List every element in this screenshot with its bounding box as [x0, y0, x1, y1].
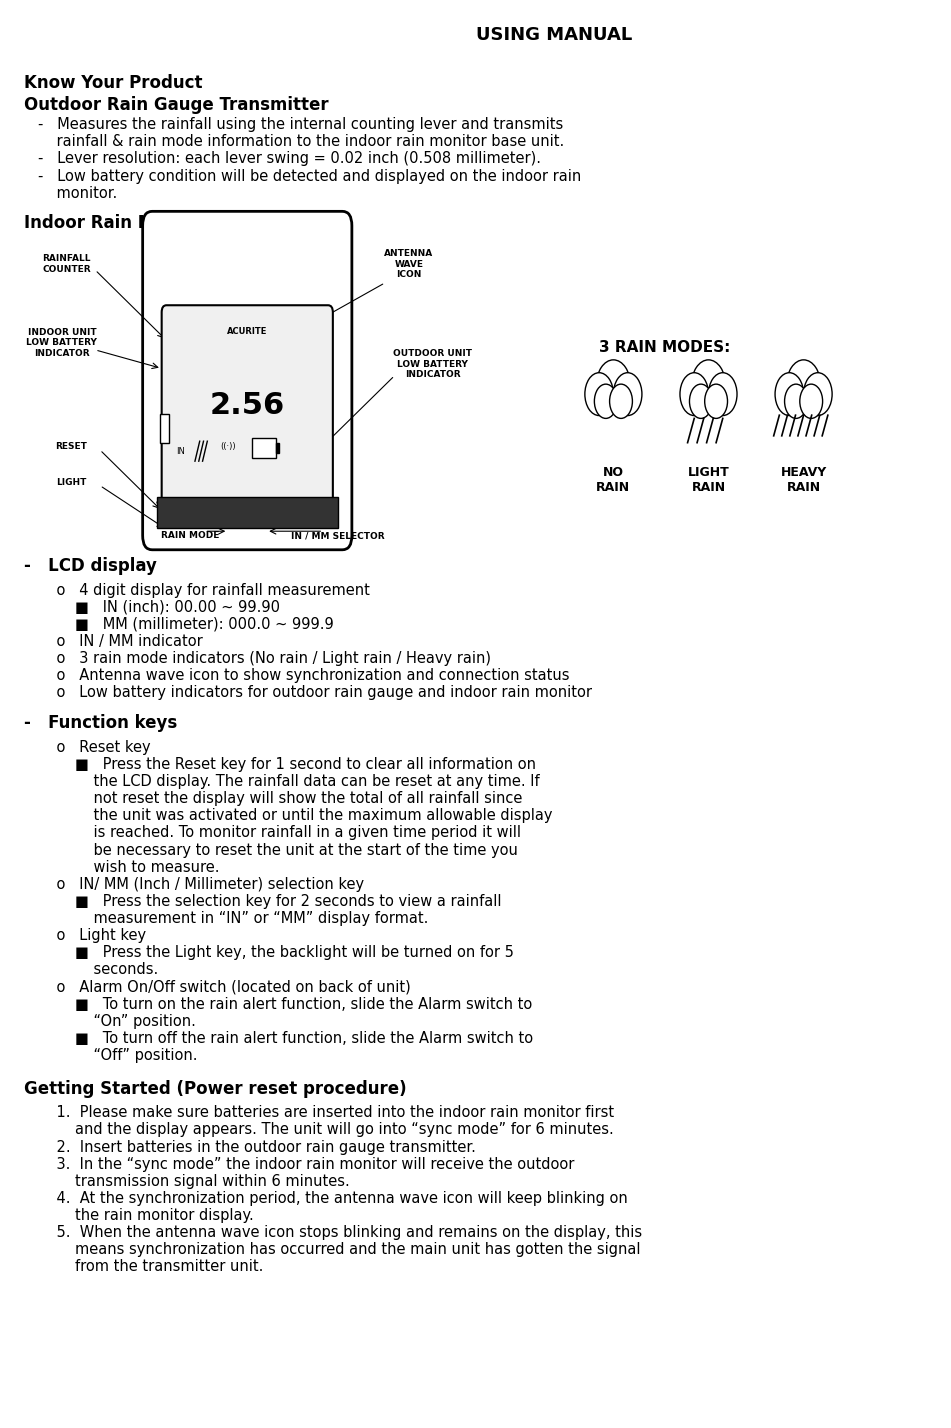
Text: -   Function keys: - Function keys	[24, 714, 177, 733]
Text: 2.56: 2.56	[209, 391, 285, 420]
Bar	[252, 438, 276, 458]
Circle shape	[594, 384, 617, 418]
Text: o   Low battery indicators for outdoor rain gauge and indoor rain monitor: o Low battery indicators for outdoor rai…	[38, 685, 592, 701]
Circle shape	[804, 373, 832, 416]
Text: 5.  When the antenna wave icon stops blinking and remains on the display, this: 5. When the antenna wave icon stops blin…	[38, 1225, 642, 1241]
Text: o   4 digit display for rainfall measurement: o 4 digit display for rainfall measureme…	[38, 583, 370, 598]
Text: o   3 rain mode indicators (No rain / Light rain / Heavy rain): o 3 rain mode indicators (No rain / Ligh…	[38, 651, 491, 667]
FancyBboxPatch shape	[162, 306, 333, 506]
Text: o   Reset key: o Reset key	[38, 740, 150, 755]
Text: -   Low battery condition will be detected and displayed on the indoor rain: - Low battery condition will be detected…	[38, 169, 581, 184]
Text: LIGHT
RAIN: LIGHT RAIN	[688, 466, 729, 494]
Text: wish to measure.: wish to measure.	[38, 860, 220, 875]
Text: ■   Press the selection key for 2 seconds to view a rainfall: ■ Press the selection key for 2 seconds …	[38, 894, 501, 910]
Text: -   Lever resolution: each lever swing = 0.02 inch (0.508 millimeter).: - Lever resolution: each lever swing = 0…	[38, 151, 541, 167]
Circle shape	[596, 360, 631, 411]
Bar	[276, 443, 279, 453]
Text: o   IN/ MM (Inch / Millimeter) selection key: o IN/ MM (Inch / Millimeter) selection k…	[38, 877, 364, 892]
Text: OUTDOOR UNIT
LOW BATTERY
INDICATOR: OUTDOOR UNIT LOW BATTERY INDICATOR	[393, 350, 473, 378]
Text: Indoor Rain Monitor: Indoor Rain Monitor	[24, 214, 211, 233]
Text: HEAVY
RAIN: HEAVY RAIN	[781, 466, 826, 494]
Text: 4.  At the synchronization period, the antenna wave icon will keep blinking on: 4. At the synchronization period, the an…	[38, 1191, 628, 1207]
FancyBboxPatch shape	[143, 211, 352, 550]
Text: 2.  Insert batteries in the outdoor rain gauge transmitter.: 2. Insert batteries in the outdoor rain …	[38, 1140, 476, 1155]
Text: the unit was activated or until the maximum allowable display: the unit was activated or until the maxi…	[38, 808, 553, 824]
Text: be necessary to reset the unit at the start of the time you: be necessary to reset the unit at the st…	[38, 843, 518, 858]
Text: ■   To turn on the rain alert function, slide the Alarm switch to: ■ To turn on the rain alert function, sl…	[38, 997, 533, 1012]
Text: -   Measures the rainfall using the internal counting lever and transmits: - Measures the rainfall using the intern…	[38, 117, 563, 133]
Text: IN / MM SELECTOR: IN / MM SELECTOR	[291, 531, 384, 540]
Text: measurement in “IN” or “MM” display format.: measurement in “IN” or “MM” display form…	[38, 911, 428, 927]
Text: “On” position.: “On” position.	[38, 1014, 196, 1030]
Text: o   Alarm On/Off switch (located on back of unit): o Alarm On/Off switch (located on back o…	[38, 980, 411, 995]
Text: ■   IN (inch): 00.00 ~ 99.90: ■ IN (inch): 00.00 ~ 99.90	[38, 600, 280, 615]
Text: transmission signal within 6 minutes.: transmission signal within 6 minutes.	[38, 1174, 350, 1190]
Text: RESET: RESET	[55, 443, 87, 451]
Text: o   IN / MM indicator: o IN / MM indicator	[38, 634, 203, 650]
Text: means synchronization has occurred and the main unit has gotten the signal: means synchronization has occurred and t…	[38, 1242, 641, 1258]
Text: 1.  Please make sure batteries are inserted into the indoor rain monitor first: 1. Please make sure batteries are insert…	[38, 1105, 614, 1121]
Text: ■   MM (millimeter): 000.0 ~ 999.9: ■ MM (millimeter): 000.0 ~ 999.9	[38, 617, 334, 633]
Text: rainfall & rain mode information to the indoor rain monitor base unit.: rainfall & rain mode information to the …	[38, 134, 564, 150]
Circle shape	[775, 373, 804, 416]
Circle shape	[800, 384, 823, 418]
Circle shape	[786, 360, 821, 411]
Text: ■   Press the Reset key for 1 second to clear all information on: ■ Press the Reset key for 1 second to cl…	[38, 757, 536, 773]
Text: o   Antenna wave icon to show synchronization and connection status: o Antenna wave icon to show synchronizat…	[38, 668, 570, 684]
Text: ■   Press the Light key, the backlight will be turned on for 5: ■ Press the Light key, the backlight wil…	[38, 945, 514, 961]
Text: ■   To turn off the rain alert function, slide the Alarm switch to: ■ To turn off the rain alert function, s…	[38, 1031, 534, 1047]
Circle shape	[785, 384, 807, 418]
Text: not reset the display will show the total of all rainfall since: not reset the display will show the tota…	[38, 791, 522, 807]
Circle shape	[708, 373, 737, 416]
Text: ((·)): ((·))	[221, 443, 236, 451]
Text: RAINFALL
COUNTER: RAINFALL COUNTER	[42, 254, 91, 274]
Text: USING MANUAL: USING MANUAL	[476, 26, 631, 44]
Text: “Off” position.: “Off” position.	[38, 1048, 198, 1064]
Circle shape	[613, 373, 642, 416]
Circle shape	[680, 373, 708, 416]
Text: ACURITE: ACURITE	[227, 327, 267, 336]
Bar	[157, 497, 338, 528]
Bar	[160, 414, 169, 443]
Text: INDOOR UNIT
LOW BATTERY
INDICATOR: INDOOR UNIT LOW BATTERY INDICATOR	[27, 328, 97, 357]
Text: and the display appears. The unit will go into “sync mode” for 6 minutes.: and the display appears. The unit will g…	[38, 1122, 613, 1138]
Text: the rain monitor display.: the rain monitor display.	[38, 1208, 254, 1224]
Text: Know Your Product: Know Your Product	[24, 74, 203, 93]
Circle shape	[705, 384, 728, 418]
Text: is reached. To monitor rainfall in a given time period it will: is reached. To monitor rainfall in a giv…	[38, 825, 521, 841]
Text: the LCD display. The rainfall data can be reset at any time. If: the LCD display. The rainfall data can b…	[38, 774, 539, 790]
Circle shape	[689, 384, 712, 418]
Circle shape	[691, 360, 726, 411]
Text: NO
RAIN: NO RAIN	[596, 466, 631, 494]
Text: 3.  In the “sync mode” the indoor rain monitor will receive the outdoor: 3. In the “sync mode” the indoor rain mo…	[38, 1157, 574, 1172]
Text: LIGHT: LIGHT	[56, 478, 87, 487]
Text: seconds.: seconds.	[38, 962, 158, 978]
Text: monitor.: monitor.	[38, 186, 117, 201]
Circle shape	[585, 373, 613, 416]
Circle shape	[610, 384, 632, 418]
Text: o   Light key: o Light key	[38, 928, 146, 944]
Text: -   LCD display: - LCD display	[24, 557, 157, 575]
Text: from the transmitter unit.: from the transmitter unit.	[38, 1259, 263, 1275]
Text: Outdoor Rain Gauge Transmitter: Outdoor Rain Gauge Transmitter	[24, 96, 328, 114]
Text: ANTENNA
WAVE
ICON: ANTENNA WAVE ICON	[384, 250, 434, 278]
Text: 3 RAIN MODES:: 3 RAIN MODES:	[599, 340, 730, 354]
Text: RAIN MODE: RAIN MODE	[161, 531, 220, 540]
Text: Getting Started (Power reset procedure): Getting Started (Power reset procedure)	[24, 1080, 406, 1098]
Text: IN: IN	[176, 447, 184, 456]
